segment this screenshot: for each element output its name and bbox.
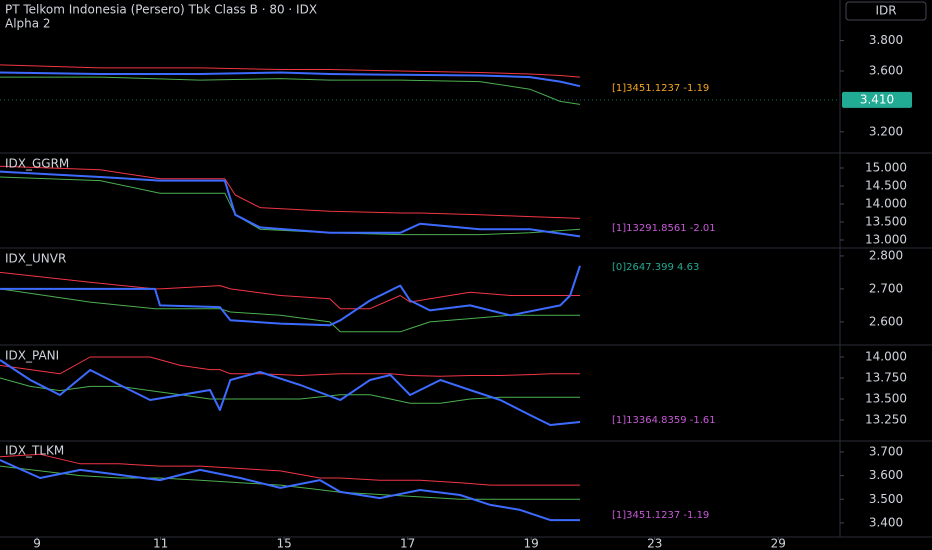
series-line xyxy=(0,165,581,219)
y-tick-label: 13.250 xyxy=(865,413,907,427)
series-line xyxy=(0,170,581,238)
y-tick-label: 13.000 xyxy=(865,233,907,247)
y-tick-label: 3.500 xyxy=(869,492,903,506)
series-line xyxy=(0,356,580,377)
series-line xyxy=(0,265,581,327)
x-tick-label: 9 xyxy=(33,537,41,550)
chart-title: PT Telkom Indonesia (Persero) Tbk Class … xyxy=(5,3,317,17)
pane-title: IDX_UNVR xyxy=(5,252,66,266)
y-tick-label: 3.600 xyxy=(869,468,903,482)
y-tick-label: 13.500 xyxy=(865,392,907,406)
pane-title: IDX_PANI xyxy=(5,349,59,363)
y-tick-label: 3.200 xyxy=(869,124,903,138)
x-tick-label: 19 xyxy=(524,537,539,550)
currency[interactable]: IDR xyxy=(875,4,896,18)
annotation: [1]3451.1237 -1.19 xyxy=(612,83,709,94)
y-tick-label: 3.400 xyxy=(869,515,903,529)
y-tick-label: 3.800 xyxy=(869,33,903,47)
y-tick-label: 14.500 xyxy=(865,179,907,193)
annotation: [0]2647.399 4.63 xyxy=(612,262,699,273)
x-tick-label: 11 xyxy=(153,537,168,550)
annotation: [1]3451.1237 -1.19 xyxy=(612,510,709,521)
x-tick-label: 15 xyxy=(276,537,291,550)
series-line xyxy=(0,453,580,486)
x-tick-label: 29 xyxy=(771,537,786,550)
series-line xyxy=(0,64,581,78)
y-tick-label: 2.600 xyxy=(869,314,903,328)
annotation: [1]13364.8359 -1.61 xyxy=(612,415,716,426)
series-line xyxy=(0,76,581,105)
y-tick-label: 3.700 xyxy=(869,444,903,458)
series-line xyxy=(0,359,581,426)
y-tick-label: 2.800 xyxy=(869,248,903,262)
pane-title: IDX_GGRM xyxy=(5,157,69,171)
y-tick-label: 13.500 xyxy=(865,215,907,229)
y-tick-label: 2.700 xyxy=(869,281,903,295)
series-line xyxy=(0,288,580,333)
series-line xyxy=(0,271,580,310)
y-tick-label: 14.000 xyxy=(865,197,907,211)
series-line xyxy=(0,465,580,500)
pane-title: IDX_TLKM xyxy=(5,444,64,458)
last-price-label: 3.410 xyxy=(860,92,894,106)
currency-button[interactable] xyxy=(845,1,927,21)
last-price-box xyxy=(842,91,912,108)
y-tick-label: 3.600 xyxy=(869,63,903,77)
series-line xyxy=(0,459,580,522)
series-line xyxy=(0,377,580,404)
y-tick-label: 14.000 xyxy=(865,349,907,363)
annotation: [1]13291.8561 -2.01 xyxy=(612,223,716,234)
y-tick-label: 15.000 xyxy=(865,160,907,174)
y-tick-label: 13.750 xyxy=(865,371,907,385)
x-tick-label: 23 xyxy=(647,537,662,550)
chart-subtitle: Alpha 2 xyxy=(5,17,51,31)
series-line xyxy=(0,71,581,88)
x-tick-label: 17 xyxy=(400,537,415,550)
